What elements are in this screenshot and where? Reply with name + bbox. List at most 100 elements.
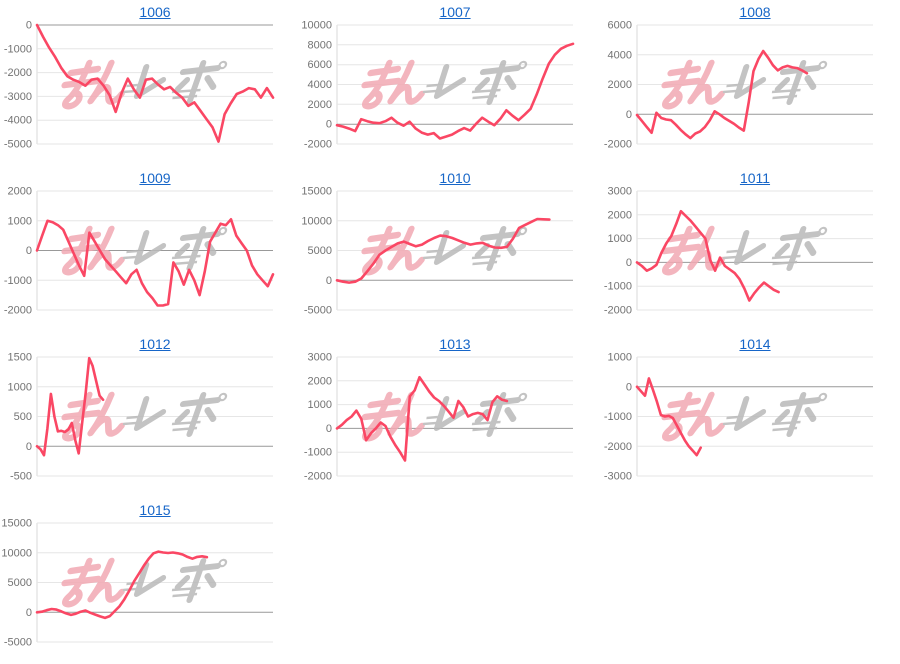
watermark-stroke	[662, 255, 683, 276]
watermark-stroke	[174, 77, 191, 92]
watermark-stroke	[804, 75, 817, 90]
chart-cell: 1010 15000 10000 5000 0 -5000	[300, 166, 600, 332]
watermark-handakuten	[818, 60, 828, 70]
watermark-speed-lines	[422, 415, 501, 432]
watermark-stroke	[171, 420, 201, 426]
watermark-stroke	[474, 409, 491, 424]
watermark-stroke	[204, 75, 217, 90]
y-tick-label: -2000	[604, 441, 632, 453]
watermark-stroke	[171, 254, 201, 260]
y-tick-label: 6000	[308, 59, 332, 71]
chart-title-link[interactable]: 1013	[439, 336, 471, 352]
chart-title-link[interactable]: 1012	[139, 336, 171, 352]
data-line	[35, 23, 275, 143]
chart-title-link[interactable]: 1015	[139, 502, 171, 518]
y-tick-label: 0	[626, 381, 632, 393]
watermark-handakuten	[818, 392, 828, 402]
chart-title-link[interactable]: 1006	[139, 4, 171, 20]
watermark-stroke	[426, 83, 438, 88]
chart-cell: 1014 1000 0 -1000 -2000 -3000	[600, 332, 900, 498]
watermark-stroke	[772, 94, 798, 100]
y-tick-label: 3000	[608, 186, 632, 198]
y-tick-label: 10000	[1, 547, 32, 559]
watermark-stroke	[133, 230, 167, 265]
watermark-gray-part	[433, 226, 528, 271]
y-tick-label: 0	[26, 441, 32, 453]
chart-title-link[interactable]: 1007	[439, 4, 471, 20]
watermark-stroke	[87, 249, 125, 271]
y-tick-label: 15000	[301, 186, 332, 198]
watermark-stroke	[174, 575, 191, 590]
watermark-stroke	[472, 426, 498, 432]
watermark-gray-part	[133, 392, 228, 437]
watermark-gray-part	[733, 226, 828, 271]
watermark-stroke	[126, 249, 138, 254]
watermark-stroke	[504, 407, 517, 422]
y-tick-label: 2000	[308, 99, 332, 111]
watermark-stroke	[62, 421, 83, 442]
watermark-pink-part	[661, 225, 725, 276]
watermark-speed-lines	[122, 415, 201, 432]
chart-title-link[interactable]: 1008	[739, 4, 771, 20]
y-tick-label: 1500	[8, 352, 32, 364]
watermark-stroke	[133, 562, 167, 597]
chart-plot: 10000 8000 6000 4000 2000 0 -2000	[301, 20, 575, 151]
watermark-gray-part	[433, 60, 528, 105]
watermark-stroke	[474, 77, 491, 92]
watermark-logo	[661, 225, 828, 276]
watermark-stroke	[172, 592, 198, 598]
y-tick-label: 10000	[301, 215, 332, 227]
watermark-speed-lines	[722, 83, 801, 100]
watermark-speed-lines	[122, 249, 201, 266]
watermark-stroke	[733, 396, 767, 431]
data-line	[35, 550, 209, 620]
watermark-stroke	[172, 260, 198, 266]
chart-title-link[interactable]: 1014	[739, 336, 771, 352]
watermark-handakuten	[518, 392, 528, 402]
y-tick-label: 0	[626, 109, 632, 121]
chart-title-link[interactable]: 1011	[739, 170, 771, 186]
chart-cell: 1012 1500 1000 500 0 -500	[0, 332, 300, 498]
y-tick-label: 0	[626, 257, 632, 269]
watermark-stroke	[771, 420, 801, 426]
y-tick-label: -1000	[4, 43, 32, 55]
watermark-pink-part	[361, 391, 425, 442]
chart-cell: 1006 0 -1000 -2000 -3000 -4000 -5000	[0, 0, 300, 166]
y-tick-label: 4000	[608, 49, 632, 61]
watermark-stroke	[362, 89, 383, 110]
y-tick-label: 0	[26, 607, 32, 619]
chart-cell: 1015 15000 10000 5000 0 -5000	[0, 498, 300, 664]
chart-cell: 1008 6000 4000 2000 0 -2000	[600, 0, 900, 166]
y-tick-label: 15000	[1, 518, 32, 530]
watermark-stroke	[87, 581, 125, 603]
y-tick-label: 1000	[308, 399, 332, 411]
chart-title-link[interactable]: 1010	[439, 170, 471, 186]
watermark-stroke	[133, 64, 167, 99]
chart-cell: 1007 10000 8000 6000 4000 2000 0 -2000	[300, 0, 600, 166]
y-tick-label: 1000	[608, 352, 632, 364]
y-tick-label: -1000	[604, 281, 632, 293]
watermark-stroke	[204, 573, 217, 588]
watermark-speed-lines	[722, 415, 801, 432]
watermark-stroke	[662, 89, 683, 110]
data-line	[635, 377, 702, 457]
watermark-stroke	[471, 254, 501, 260]
watermark-stroke	[433, 230, 467, 265]
watermark-stroke	[804, 407, 817, 422]
y-tick-label: -2000	[604, 305, 632, 317]
watermark-stroke	[422, 89, 437, 94]
y-tick-label: 0	[26, 245, 32, 257]
watermark-stroke	[726, 415, 738, 420]
chart-plot: 15000 10000 5000 0 -5000	[301, 186, 573, 317]
watermark-stroke	[387, 83, 425, 105]
chart-title-link[interactable]: 1009	[139, 170, 171, 186]
chart-plot: 1000 0 -1000 -2000 -3000	[604, 352, 873, 483]
y-tick-label: -2000	[604, 139, 632, 151]
watermark-stroke	[772, 260, 798, 266]
watermark-stroke	[471, 420, 501, 426]
y-tick-label: -1000	[304, 447, 332, 459]
watermark-stroke	[726, 83, 738, 88]
data-line	[35, 217, 275, 307]
y-tick-label: -3000	[4, 91, 32, 103]
y-tick-label: 5000	[8, 577, 32, 589]
